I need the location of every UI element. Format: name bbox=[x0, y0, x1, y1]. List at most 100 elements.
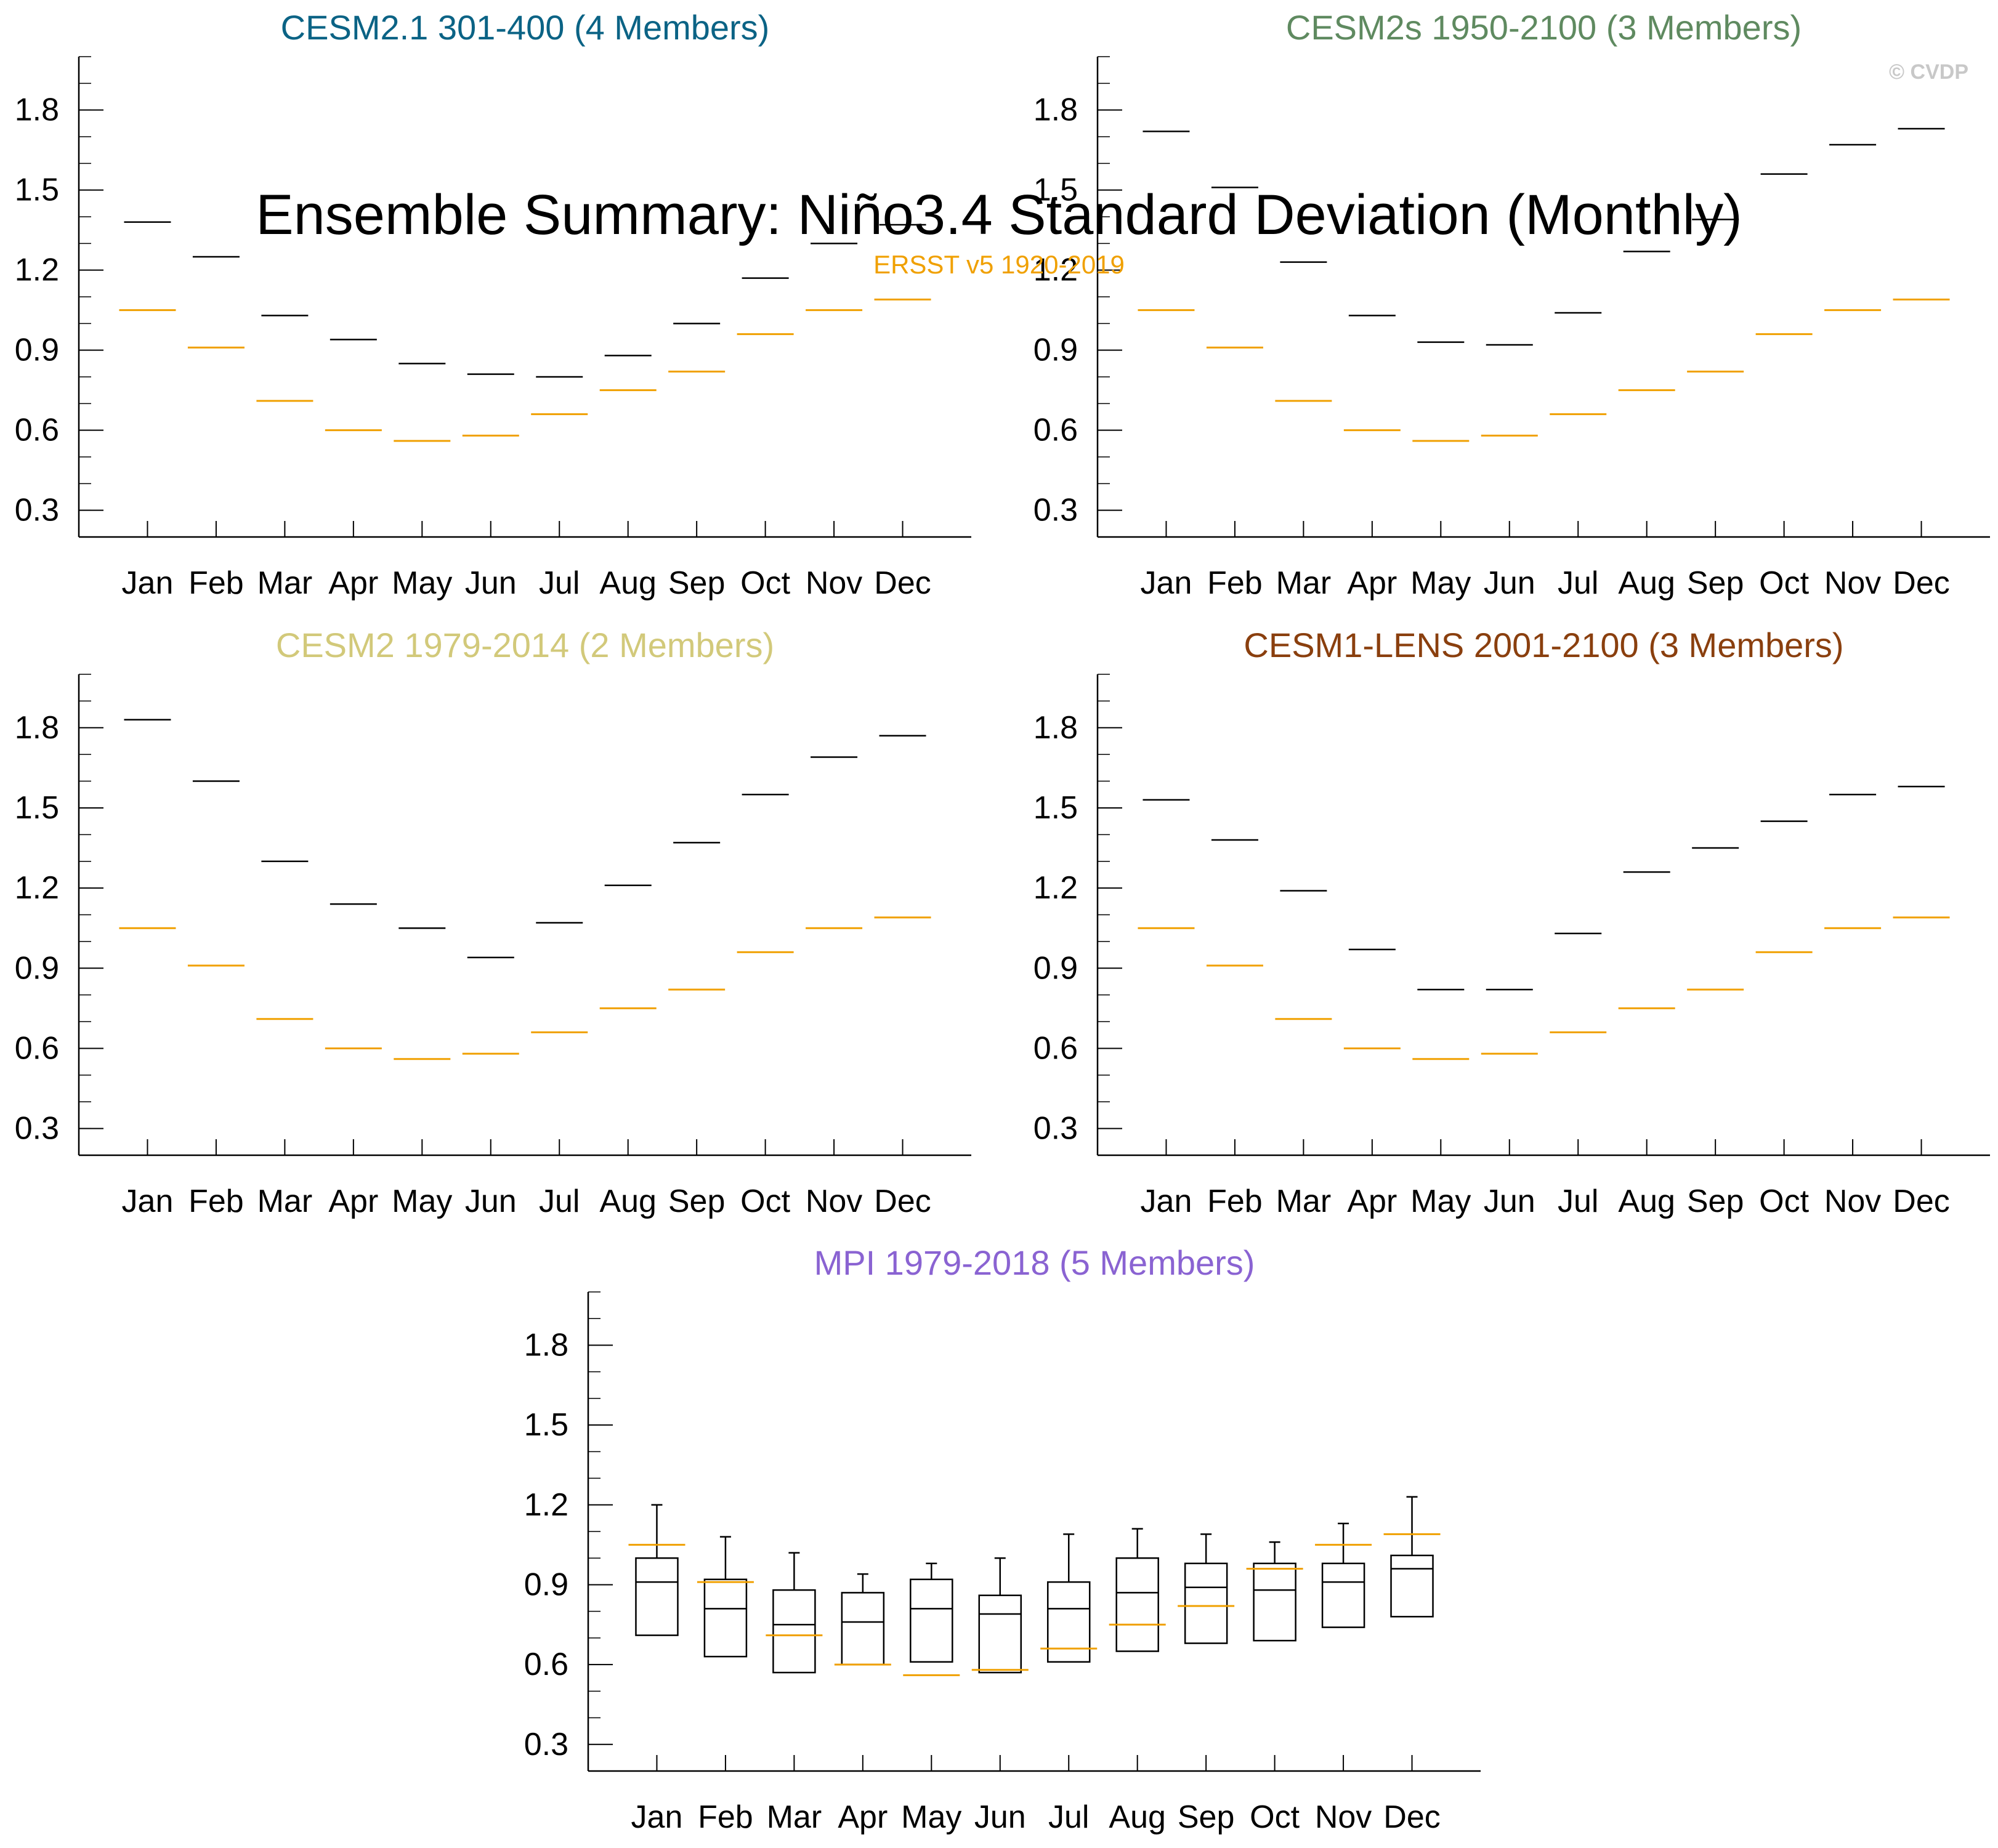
x-tick-label: Jan bbox=[122, 565, 174, 601]
x-tick-label: Jan bbox=[1141, 1184, 1192, 1219]
box-jun bbox=[978, 1557, 1022, 1674]
x-tick-label: Jan bbox=[1141, 565, 1192, 601]
y-tick-label: 0.6 bbox=[15, 1030, 59, 1066]
panels-layer: CESM2.1 301-400 (4 Members) 0.3 0.6 0.9 1.2 1… bbox=[15, 8, 1990, 1835]
panel-1: CESM2.1 301-400 (4 Members) 0.3 0.6 0.9 1.2 1… bbox=[15, 8, 971, 601]
y-tick-label: 1.8 bbox=[524, 1327, 568, 1363]
y-tick-label: 0.3 bbox=[524, 1727, 568, 1762]
x-tick-label: Apr bbox=[1347, 1184, 1397, 1219]
y-tick-label: 1.8 bbox=[1033, 92, 1078, 128]
y-tick-label: 0.9 bbox=[15, 333, 59, 368]
y-tick-label: 0.6 bbox=[1033, 1030, 1078, 1066]
box-oct bbox=[1253, 1541, 1296, 1642]
y-tick-label: 0.3 bbox=[15, 1111, 59, 1147]
x-tick-label: Nov bbox=[1824, 1184, 1881, 1219]
box-jul bbox=[1046, 1533, 1091, 1663]
x-tick-label: May bbox=[392, 565, 452, 601]
observation-label: ERSST v5 1920-2019 bbox=[873, 250, 1125, 279]
x-tick-label: Aug bbox=[599, 565, 657, 601]
ensemble-series bbox=[1143, 127, 1945, 346]
x-tick-label: Dec bbox=[874, 1184, 931, 1219]
box-nov bbox=[1321, 1522, 1365, 1628]
y-tick-label: 1.2 bbox=[524, 1487, 568, 1523]
y-tick-label: 0.3 bbox=[15, 493, 59, 528]
x-tick-label: Jul bbox=[539, 1184, 580, 1219]
y-tick-label: 0.6 bbox=[524, 1647, 568, 1682]
box-body bbox=[1046, 1581, 1091, 1663]
x-tick-label: Jul bbox=[1048, 1799, 1089, 1835]
x-tick-label: Oct bbox=[740, 1184, 790, 1219]
x-tick-label: Dec bbox=[1383, 1799, 1440, 1835]
x-tick-label: May bbox=[1410, 565, 1471, 601]
x-tick-label: May bbox=[901, 1799, 961, 1835]
panel-title: CESM1-LENS 2001-2100 (3 Members) bbox=[1244, 626, 1843, 664]
x-tick-label: Jun bbox=[465, 565, 517, 601]
x-tick-label: Mar bbox=[257, 565, 313, 601]
observation-series bbox=[1138, 916, 1950, 1060]
box-body bbox=[841, 1592, 885, 1666]
panel-4: CESM1-LENS 2001-2100 (3 Members) 0.3 0.6 0.… bbox=[1033, 626, 1990, 1219]
box-body bbox=[978, 1594, 1022, 1674]
x-tick-label: Jul bbox=[539, 565, 580, 601]
y-tick-label: 1.8 bbox=[1033, 710, 1078, 746]
x-tick-label: Jul bbox=[1558, 1184, 1598, 1219]
x-tick-label: Jun bbox=[1484, 565, 1535, 601]
y-tick-label: 1.2 bbox=[1033, 870, 1078, 906]
axes bbox=[78, 674, 971, 1156]
x-tick-label: Sep bbox=[1687, 565, 1744, 601]
ensemble-series bbox=[124, 221, 926, 378]
box-aug bbox=[1115, 1528, 1159, 1652]
axes bbox=[1096, 674, 1990, 1156]
x-tick-label: Sep bbox=[1178, 1799, 1235, 1835]
box-body bbox=[772, 1589, 816, 1674]
x-tick-label: Aug bbox=[1618, 1184, 1675, 1219]
axes bbox=[1096, 57, 1990, 538]
x-tick-label: Dec bbox=[874, 565, 931, 601]
x-tick-label: Sep bbox=[668, 1184, 726, 1219]
x-tick-label: Nov bbox=[1824, 565, 1881, 601]
box-mar bbox=[772, 1552, 816, 1674]
x-tick-label: Jul bbox=[1558, 565, 1598, 601]
y-tick-label: 1.5 bbox=[15, 790, 59, 826]
box-body bbox=[1115, 1557, 1159, 1652]
observation-series bbox=[119, 298, 931, 442]
watermark: © CVDP bbox=[1889, 60, 1968, 84]
box-body bbox=[1321, 1562, 1365, 1628]
x-tick-label: Apr bbox=[1347, 565, 1397, 601]
observation-series bbox=[628, 1533, 1441, 1676]
x-tick-label: Feb bbox=[188, 565, 244, 601]
x-tick-label: Apr bbox=[328, 1184, 378, 1219]
x-tick-label: May bbox=[392, 1184, 452, 1219]
y-tick-label: 1.2 bbox=[15, 252, 59, 288]
y-tick-label: 1.5 bbox=[1033, 790, 1078, 826]
y-tick-label: 0.9 bbox=[1033, 333, 1078, 368]
x-tick-label: Jan bbox=[631, 1799, 683, 1835]
box-body bbox=[635, 1557, 679, 1636]
axes bbox=[78, 57, 971, 538]
ensemble-series bbox=[1143, 785, 1945, 991]
x-tick-label: Jun bbox=[1484, 1184, 1535, 1219]
panel-5: MPI 1979-2018 (5 Members) 0.3 0.6 0.9 1.2 1.5… bbox=[524, 1243, 1481, 1835]
y-tick-label: 0.3 bbox=[1033, 493, 1078, 528]
panel-3: CESM2 1979-2014 (2 Members) 0.3 0.6 0.9 1.2 1… bbox=[15, 626, 971, 1219]
observation-series bbox=[119, 916, 931, 1060]
y-tick-label: 0.6 bbox=[15, 413, 59, 448]
box-jan bbox=[635, 1504, 679, 1636]
y-tick-label: 0.9 bbox=[15, 950, 59, 986]
y-tick-label: 1.5 bbox=[1033, 172, 1078, 208]
y-tick-label: 1.5 bbox=[524, 1407, 568, 1443]
x-tick-label: Oct bbox=[1759, 565, 1809, 601]
y-tick-label: 0.3 bbox=[1033, 1111, 1078, 1147]
y-tick-label: 0.9 bbox=[524, 1567, 568, 1602]
box-apr bbox=[841, 1573, 885, 1666]
box-body bbox=[1253, 1562, 1296, 1642]
x-tick-label: Mar bbox=[767, 1799, 822, 1835]
x-tick-label: Nov bbox=[806, 565, 862, 601]
x-tick-label: Sep bbox=[668, 565, 726, 601]
x-tick-label: Feb bbox=[698, 1799, 753, 1835]
x-tick-label: Mar bbox=[1276, 1184, 1332, 1219]
box-dec bbox=[1390, 1496, 1434, 1618]
x-tick-label: Aug bbox=[1109, 1799, 1166, 1835]
y-tick-label: 1.2 bbox=[15, 870, 59, 906]
x-tick-label: May bbox=[1410, 1184, 1471, 1219]
